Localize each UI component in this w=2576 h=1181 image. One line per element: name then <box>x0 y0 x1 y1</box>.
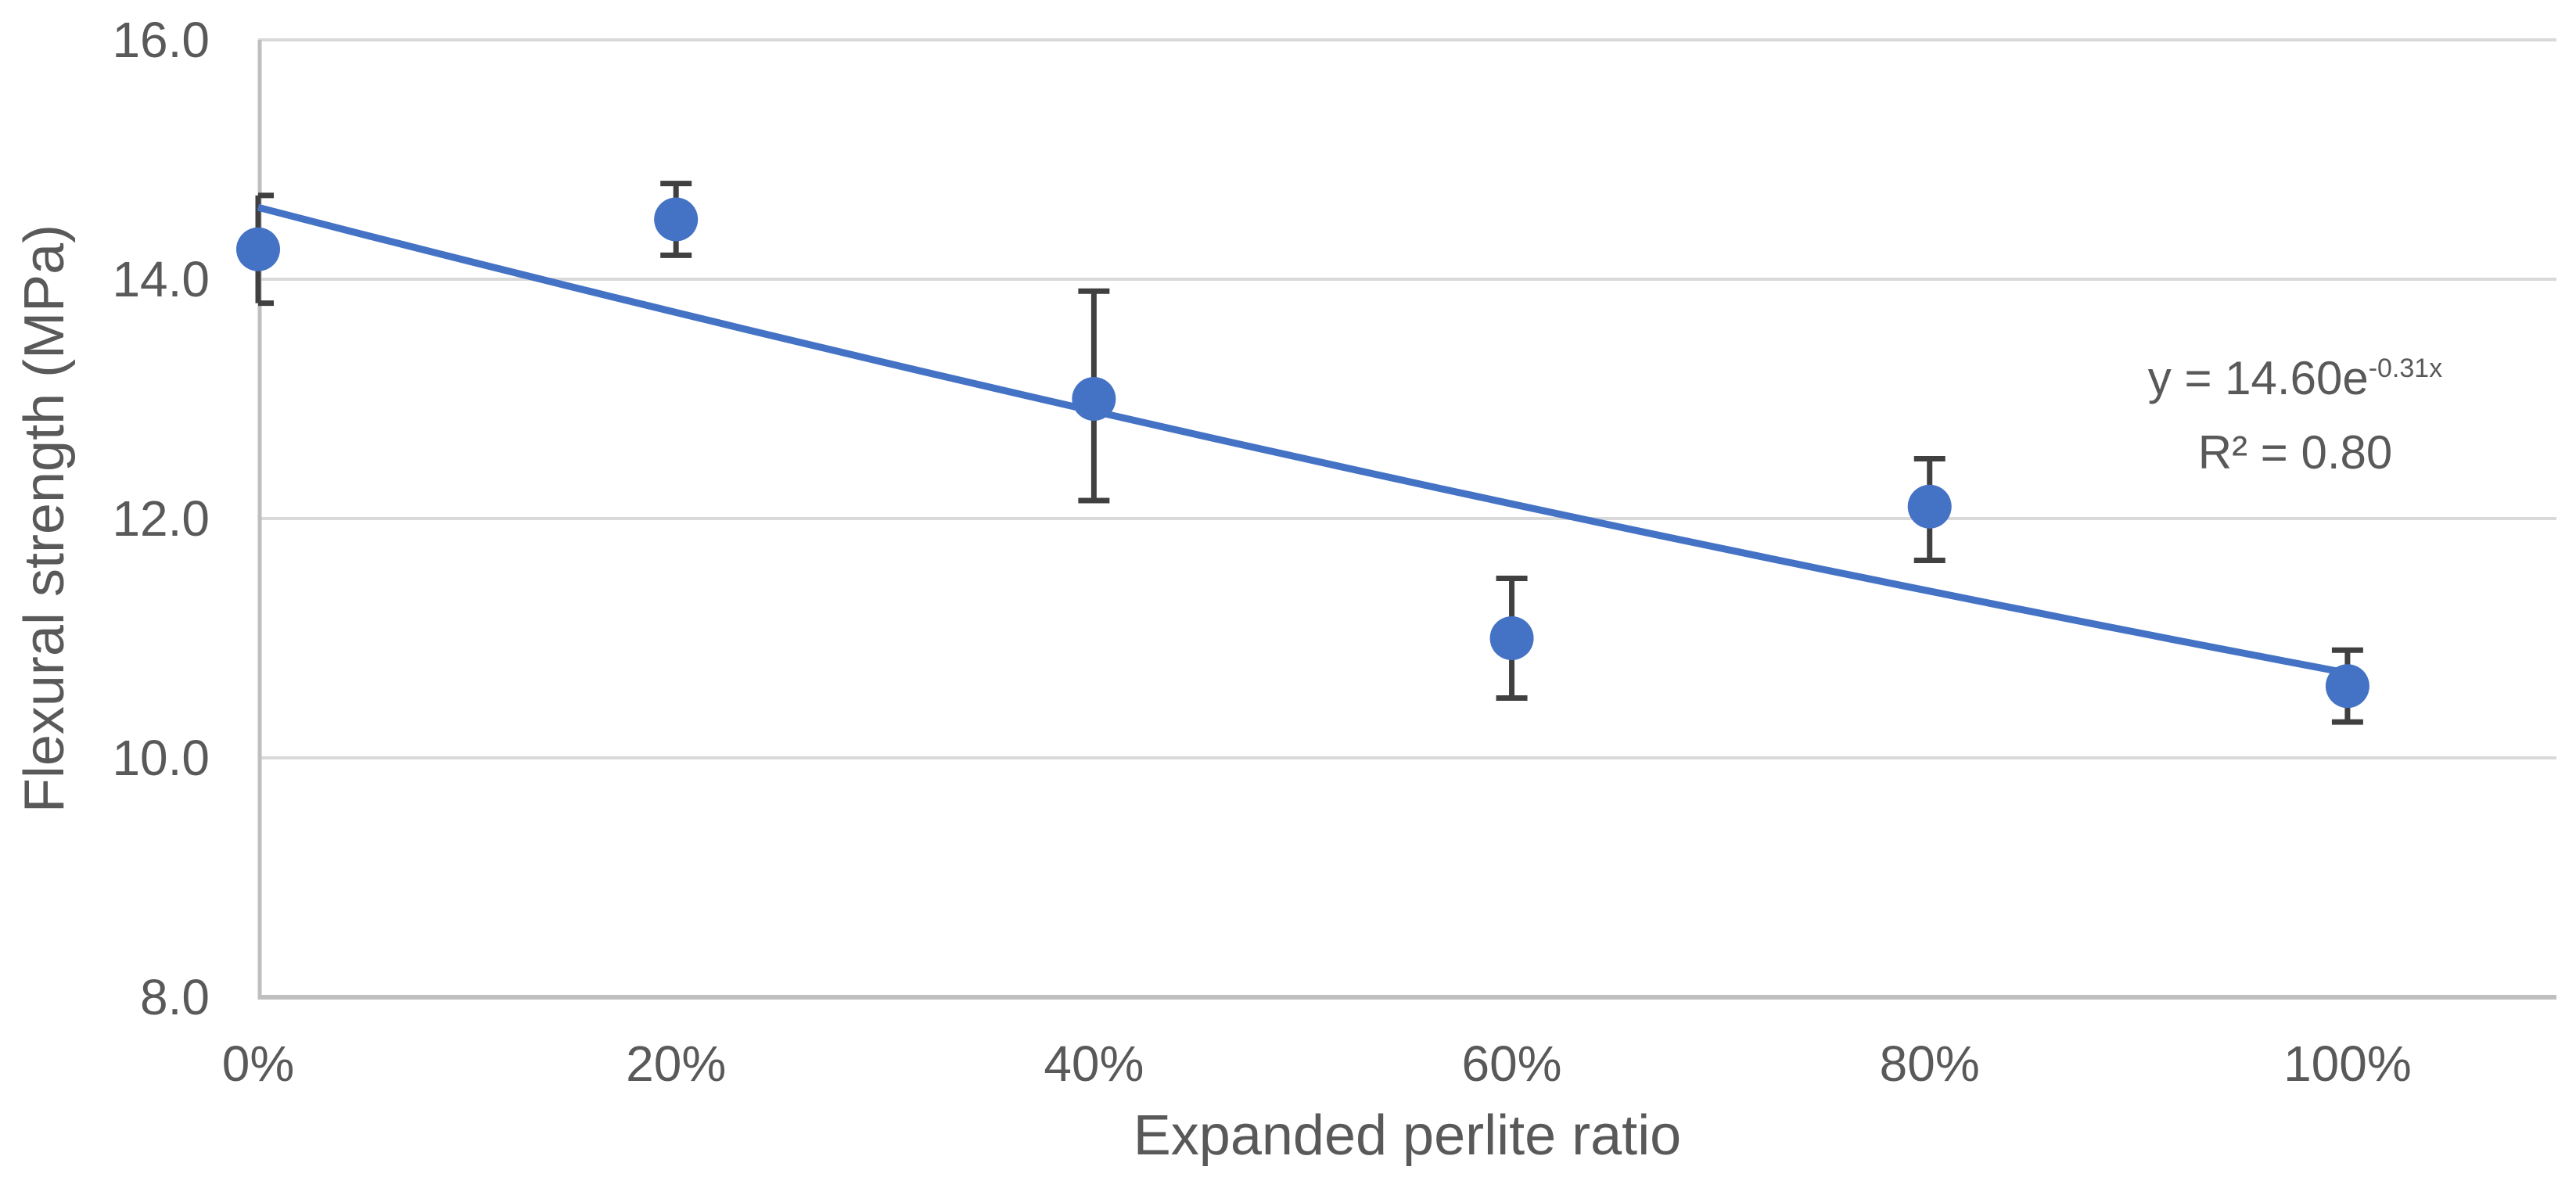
data-point-marker <box>654 197 699 242</box>
x-tick-label: 100% <box>2283 1036 2412 1092</box>
y-tick-label: 10.0 <box>112 730 210 786</box>
x-tick-label: 0% <box>221 1036 295 1092</box>
x-tick-label: 80% <box>1879 1036 1980 1092</box>
data-point-marker <box>1489 616 1534 660</box>
trendline-r-squared: R² = 0.80 <box>2197 426 2393 479</box>
data-point-marker <box>1072 377 1116 421</box>
data-point-marker <box>236 227 280 271</box>
y-tick-label: 12.0 <box>112 490 210 547</box>
x-tick-label: 60% <box>1461 1036 1562 1092</box>
x-tick-label: 40% <box>1044 1036 1144 1092</box>
y-tick-label: 16.0 <box>112 12 210 68</box>
y-tick-label: 14.0 <box>112 251 210 307</box>
trendline-equation-base: y = 14.60e <box>2147 352 2369 404</box>
trendline-equation-exponent: -0.31x <box>2368 354 2443 383</box>
x-tick-label: 20% <box>626 1036 727 1092</box>
trendline-equation: y = 14.60e-0.31x <box>2148 345 2442 419</box>
x-axis-title: Expanded perlite ratio <box>1133 1104 1682 1167</box>
trendline <box>257 203 2348 677</box>
y-tick-label: 8.0 <box>140 969 210 1025</box>
y-axis-title: Flexural strength (MPa) <box>13 224 76 813</box>
trendline-label: y = 14.60e-0.31x R² = 0.80 <box>2148 345 2442 486</box>
data-point-marker <box>2325 664 2369 709</box>
data-point-marker <box>1907 484 1952 529</box>
